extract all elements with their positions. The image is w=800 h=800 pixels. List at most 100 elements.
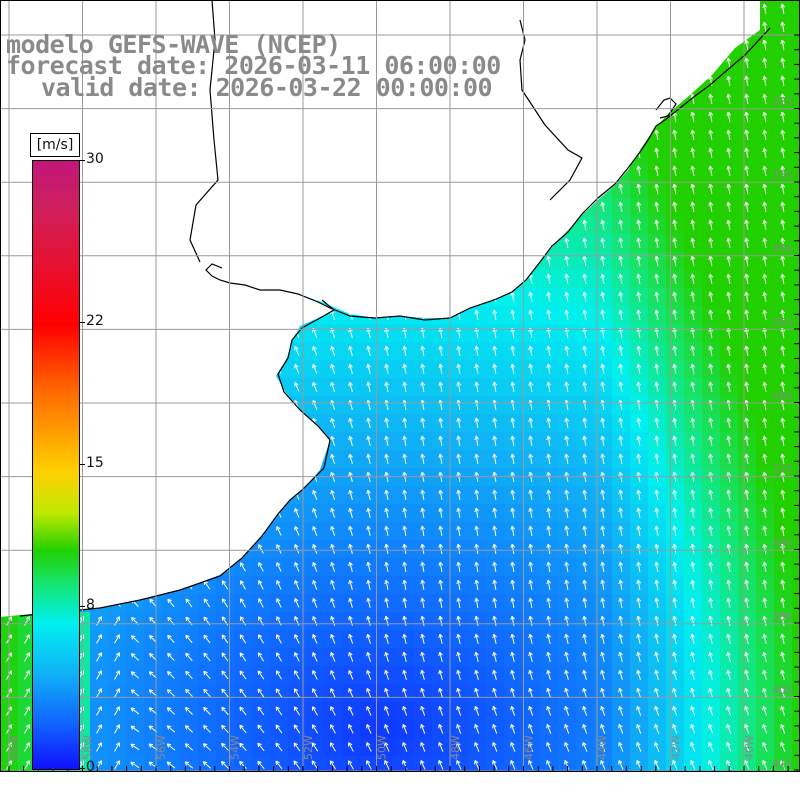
wind-arrow bbox=[780, 561, 786, 573]
wind-arrow bbox=[618, 543, 624, 555]
wind-arrow bbox=[708, 237, 714, 249]
wind-arrow bbox=[690, 363, 696, 375]
wind-arrow bbox=[348, 453, 353, 464]
wind-arrow bbox=[420, 543, 426, 555]
colorbar-tick-label: 15 bbox=[86, 455, 104, 471]
wind-arrow bbox=[330, 525, 336, 536]
wind-arrow bbox=[330, 435, 336, 446]
wind-arrow bbox=[276, 544, 282, 554]
wind-arrow bbox=[564, 363, 570, 375]
wind-arrow bbox=[510, 309, 516, 321]
wind-arrow bbox=[185, 598, 193, 608]
wind-arrow bbox=[636, 201, 642, 213]
wind-arrow bbox=[582, 237, 588, 249]
wind-arrow bbox=[528, 579, 534, 591]
colorbar-unit: [m/s] bbox=[30, 133, 80, 157]
wind-arrow bbox=[492, 579, 498, 591]
wind-arrow bbox=[546, 255, 552, 267]
wind-arrow bbox=[618, 489, 624, 501]
longitude-label: 56W bbox=[155, 735, 168, 760]
wind-arrow bbox=[402, 525, 408, 537]
wind-arrow bbox=[366, 363, 371, 374]
wind-arrow bbox=[600, 507, 606, 519]
wind-arrow bbox=[312, 525, 318, 536]
wind-arrow bbox=[474, 525, 480, 537]
wind-arrow bbox=[654, 345, 660, 357]
wind-arrow bbox=[384, 561, 389, 572]
wind-arrow bbox=[384, 507, 389, 518]
wind-arrow bbox=[528, 381, 534, 393]
wind-arrow bbox=[762, 273, 768, 285]
wind-arrow bbox=[690, 525, 696, 537]
wind-arrow bbox=[474, 579, 480, 591]
wind-arrow bbox=[654, 561, 660, 573]
wind-arrow bbox=[240, 562, 246, 572]
wind-arrow bbox=[420, 507, 426, 519]
wind-arrow bbox=[726, 345, 732, 357]
wind-arrow bbox=[348, 525, 353, 536]
wind-arrow bbox=[708, 93, 714, 105]
wind-arrow bbox=[582, 543, 588, 555]
wind-arrow bbox=[294, 346, 300, 356]
wind-arrow bbox=[528, 417, 534, 429]
wind-arrow bbox=[546, 291, 552, 303]
wind-arrow bbox=[744, 291, 750, 303]
wind-arrow bbox=[276, 598, 282, 608]
wind-arrow bbox=[564, 543, 570, 555]
speed-cell bbox=[792, 324, 800, 343]
wind-arrow bbox=[654, 129, 660, 141]
wind-arrow bbox=[474, 417, 480, 429]
wind-arrow bbox=[420, 363, 426, 375]
longitude-label: 44W bbox=[596, 735, 609, 760]
wind-arrow bbox=[492, 543, 498, 555]
wind-arrow bbox=[636, 417, 642, 429]
wind-arrow bbox=[654, 597, 660, 609]
wind-arrow bbox=[474, 381, 480, 393]
wind-arrow bbox=[654, 147, 660, 159]
speed-cell bbox=[792, 36, 800, 55]
wind-arrow bbox=[348, 597, 353, 608]
wind-arrow bbox=[366, 561, 371, 572]
wind-arrow bbox=[654, 255, 660, 267]
wind-arrow bbox=[672, 453, 678, 465]
wind-arrow bbox=[690, 291, 696, 303]
wind-arrow bbox=[780, 219, 786, 231]
wind-arrow bbox=[438, 345, 444, 357]
wind-arrow bbox=[762, 237, 768, 249]
wind-arrow bbox=[456, 345, 462, 357]
wind-arrow bbox=[528, 291, 534, 303]
latitude-label: 34S bbox=[772, 242, 793, 255]
wind-arrow bbox=[384, 525, 389, 536]
wind-arrow bbox=[654, 435, 660, 447]
wind-arrow bbox=[618, 525, 624, 537]
wind-arrow bbox=[744, 381, 750, 393]
wind-arrow bbox=[546, 381, 552, 393]
wind-arrow bbox=[582, 381, 588, 393]
wind-arrow bbox=[708, 255, 714, 267]
wind-arrow bbox=[528, 345, 534, 357]
wind-arrow bbox=[420, 381, 426, 393]
wind-arrow bbox=[294, 544, 300, 554]
wind-arrow bbox=[600, 309, 606, 321]
wind-arrow bbox=[330, 363, 336, 374]
wind-arrow bbox=[456, 561, 462, 573]
wind-arrow bbox=[672, 165, 678, 177]
wind-arrow bbox=[492, 435, 498, 447]
wind-arrow bbox=[762, 111, 768, 123]
wind-arrow bbox=[564, 579, 570, 591]
wind-arrow bbox=[330, 417, 336, 428]
wind-arrow bbox=[780, 417, 786, 429]
wind-arrow bbox=[564, 309, 570, 321]
wind-arrow bbox=[546, 273, 552, 285]
speed-cell bbox=[792, 720, 800, 739]
speed-cell bbox=[792, 72, 800, 91]
wind-arrow bbox=[149, 598, 157, 608]
speed-cell bbox=[792, 756, 800, 775]
wind-arrow bbox=[708, 507, 714, 519]
wind-arrow bbox=[780, 57, 786, 69]
speed-cell bbox=[792, 18, 800, 37]
wind-arrow bbox=[546, 525, 552, 537]
wind-arrow bbox=[564, 597, 570, 609]
wind-arrow bbox=[780, 543, 786, 555]
wind-arrow bbox=[348, 543, 353, 554]
